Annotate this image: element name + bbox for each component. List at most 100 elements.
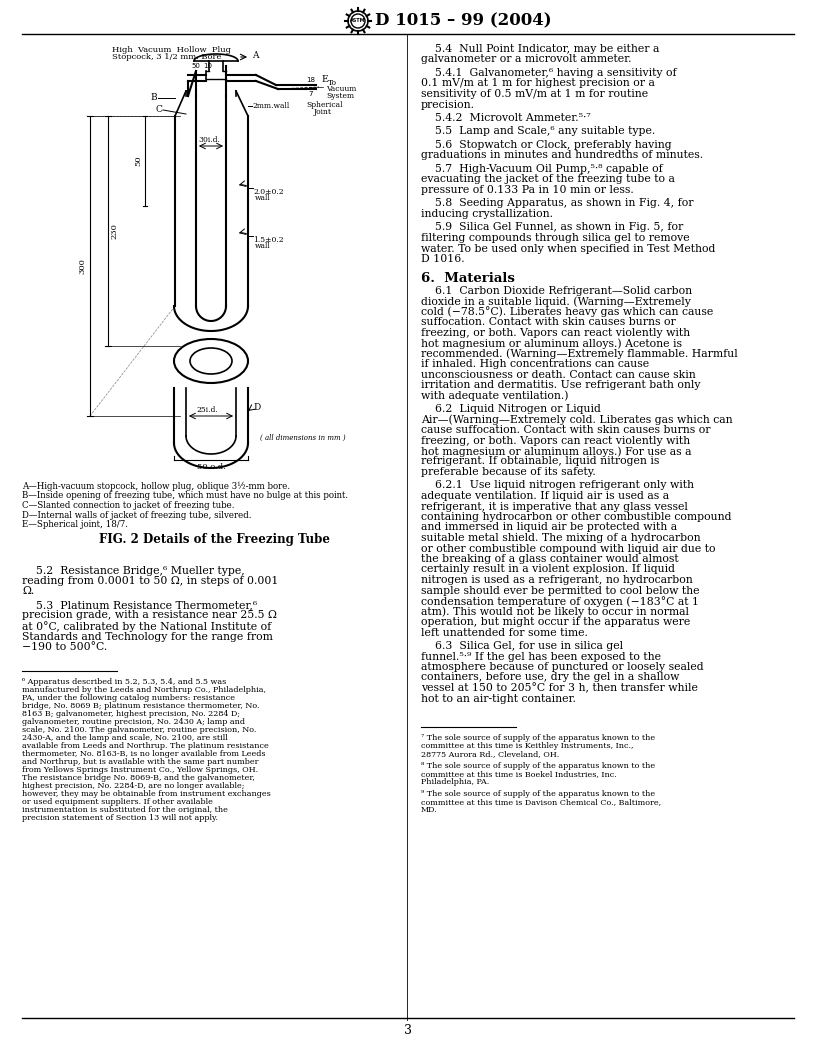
- Text: and Northrup, but is available with the same part number: and Northrup, but is available with the …: [22, 757, 259, 766]
- Text: 2.0±0.2: 2.0±0.2: [253, 188, 284, 196]
- Text: nitrogen is used as a refrigerant, no hydrocarbon: nitrogen is used as a refrigerant, no hy…: [421, 576, 693, 585]
- Text: unconsciousness or death. Contact can cause skin: unconsciousness or death. Contact can ca…: [421, 370, 696, 379]
- Text: B—Inside opening of freezing tube, which must have no bulge at this point.: B—Inside opening of freezing tube, which…: [22, 491, 348, 501]
- Text: and immersed in liquid air be protected with a: and immersed in liquid air be protected …: [421, 523, 677, 532]
- Text: FIG. 2 Details of the Freezing Tube: FIG. 2 Details of the Freezing Tube: [99, 533, 330, 547]
- Text: ⁹ The sole source of supply of the apparatus known to the: ⁹ The sole source of supply of the appar…: [421, 790, 655, 798]
- Text: 6.1  Carbon Dioxide Refrigerant—Solid carbon: 6.1 Carbon Dioxide Refrigerant—Solid car…: [421, 285, 692, 296]
- Text: precision.: precision.: [421, 99, 475, 110]
- Text: D: D: [253, 403, 260, 413]
- Text: recommended. (Warning—Extremely flammable. Harmful: recommended. (Warning—Extremely flammabl…: [421, 348, 738, 359]
- Text: PA, under the following catalog numbers: resistance: PA, under the following catalog numbers:…: [22, 694, 235, 701]
- Text: atm). This would not be likely to occur in normal: atm). This would not be likely to occur …: [421, 606, 689, 617]
- Text: committee at this time is Davison Chemical Co., Baltimore,: committee at this time is Davison Chemic…: [421, 798, 661, 806]
- Text: inducing crystallization.: inducing crystallization.: [421, 209, 553, 219]
- Text: left unattended for some time.: left unattended for some time.: [421, 627, 588, 638]
- Text: 5.6  Stopwatch or Clock, preferably having: 5.6 Stopwatch or Clock, preferably havin…: [421, 140, 672, 150]
- Text: 5.4.1  Galvanometer,⁶ having a sensitivity of: 5.4.1 Galvanometer,⁶ having a sensitivit…: [421, 68, 676, 78]
- Text: 7: 7: [308, 91, 313, 97]
- Text: water. To be used only when specified in Test Method: water. To be used only when specified in…: [421, 244, 716, 253]
- Text: A—High-vacuum stopcock, hollow plug, oblique 3½-mm bore.: A—High-vacuum stopcock, hollow plug, obl…: [22, 482, 290, 491]
- Text: containers, before use, dry the gel in a shallow: containers, before use, dry the gel in a…: [421, 673, 680, 682]
- Text: D 1016.: D 1016.: [421, 254, 464, 264]
- Text: or other combustible compound with liquid air due to: or other combustible compound with liqui…: [421, 544, 716, 553]
- Text: precision grade, with a resistance near 25.5 Ω: precision grade, with a resistance near …: [22, 610, 277, 621]
- Text: 28775 Aurora Rd., Cleveland, OH.: 28775 Aurora Rd., Cleveland, OH.: [421, 750, 559, 758]
- Text: E: E: [321, 75, 328, 83]
- Text: ( all dimensions in mm ): ( all dimensions in mm ): [260, 434, 346, 442]
- Text: 25i.d.: 25i.d.: [196, 406, 218, 414]
- Text: vessel at 150 to 205°C for 3 h, then transfer while: vessel at 150 to 205°C for 3 h, then tra…: [421, 683, 698, 694]
- Text: 50 o.d.: 50 o.d.: [197, 463, 225, 471]
- Text: ASTM: ASTM: [350, 19, 366, 23]
- Text: Joint: Joint: [314, 108, 332, 116]
- Text: condensation temperature of oxygen (−183°C at 1: condensation temperature of oxygen (−183…: [421, 596, 699, 607]
- Text: the breaking of a glass container would almost: the breaking of a glass container would …: [421, 554, 679, 564]
- Text: irritation and dermatitis. Use refrigerant bath only: irritation and dermatitis. Use refrigera…: [421, 380, 700, 390]
- Text: pressure of 0.133 Pa in 10 min or less.: pressure of 0.133 Pa in 10 min or less.: [421, 185, 634, 195]
- Text: galvanometer, routine precision, No. 2430 A; lamp and: galvanometer, routine precision, No. 243…: [22, 717, 245, 725]
- Text: 2430-A, and the lamp and scale, No. 2100, are still: 2430-A, and the lamp and scale, No. 2100…: [22, 734, 228, 741]
- Text: adequate ventilation. If liquid air is used as a: adequate ventilation. If liquid air is u…: [421, 491, 669, 501]
- Text: 300: 300: [78, 258, 86, 274]
- Text: 6.  Materials: 6. Materials: [421, 271, 515, 284]
- Text: The resistance bridge No. 8069-B, and the galvanometer,: The resistance bridge No. 8069-B, and th…: [22, 773, 255, 781]
- Text: wall: wall: [255, 242, 271, 250]
- Text: D—Internal walls of jacket of freezing tube, silvered.: D—Internal walls of jacket of freezing t…: [22, 510, 251, 520]
- Text: C—Slanted connection to jacket of freezing tube.: C—Slanted connection to jacket of freezi…: [22, 501, 234, 510]
- Text: refrigerant. If obtainable, liquid nitrogen is: refrigerant. If obtainable, liquid nitro…: [421, 456, 659, 467]
- Text: Air—(Warning—Extremely cold. Liberates gas which can: Air—(Warning—Extremely cold. Liberates g…: [421, 415, 733, 426]
- Text: ⁶ Apparatus described in 5.2, 5.3, 5.4, and 5.5 was: ⁶ Apparatus described in 5.2, 5.3, 5.4, …: [22, 678, 226, 685]
- Text: 5.2  Resistance Bridge,⁶ Mueller type,: 5.2 Resistance Bridge,⁶ Mueller type,: [22, 566, 245, 576]
- Text: 50: 50: [192, 63, 201, 69]
- Text: highest precision, No. 2284-D, are no longer available;: highest precision, No. 2284-D, are no lo…: [22, 781, 245, 790]
- Text: evacuating the jacket of the freezing tube to a: evacuating the jacket of the freezing tu…: [421, 174, 675, 185]
- Text: operation, but might occur if the apparatus were: operation, but might occur if the appara…: [421, 617, 690, 627]
- Text: freezing, or both. Vapors can react violently with: freezing, or both. Vapors can react viol…: [421, 327, 690, 338]
- Text: High  Vacuum  Hollow  Plug: High Vacuum Hollow Plug: [112, 46, 231, 54]
- Text: 6.2.1  Use liquid nitrogen refrigerant only with: 6.2.1 Use liquid nitrogen refrigerant on…: [421, 480, 694, 490]
- Text: 50: 50: [134, 155, 142, 166]
- Text: 5.7  High-Vacuum Oil Pump,⁵·⁸ capable of: 5.7 High-Vacuum Oil Pump,⁵·⁸ capable of: [421, 164, 663, 174]
- Text: 10: 10: [203, 63, 212, 69]
- Text: freezing, or both. Vapors can react violently with: freezing, or both. Vapors can react viol…: [421, 435, 690, 446]
- Text: 18: 18: [307, 77, 316, 83]
- Text: wall: wall: [255, 194, 271, 202]
- Text: 8163 B; galvanometer, highest precision, No. 2284 D;: 8163 B; galvanometer, highest precision,…: [22, 710, 240, 717]
- Text: Ω.: Ω.: [22, 586, 34, 597]
- Text: 1.5±0.2: 1.5±0.2: [253, 235, 284, 244]
- Text: 5.4.2  Microvolt Ammeter.⁵·⁷: 5.4.2 Microvolt Ammeter.⁵·⁷: [421, 113, 591, 122]
- Text: Stopcock, 3 1/2 mm. Bore: Stopcock, 3 1/2 mm. Bore: [112, 53, 221, 61]
- Text: cold (−78.5°C). Liberates heavy gas which can cause: cold (−78.5°C). Liberates heavy gas whic…: [421, 306, 713, 318]
- Text: graduations in minutes and hundredths of minutes.: graduations in minutes and hundredths of…: [421, 151, 703, 161]
- Text: precision statement of Section 13 will not apply.: precision statement of Section 13 will n…: [22, 813, 218, 822]
- Text: atmosphere because of punctured or loosely sealed: atmosphere because of punctured or loose…: [421, 662, 703, 672]
- Text: reading from 0.0001 to 50 Ω, in steps of 0.001: reading from 0.0001 to 50 Ω, in steps of…: [22, 576, 278, 586]
- Text: MD.: MD.: [421, 806, 437, 814]
- Text: however, they may be obtainable from instrument exchanges: however, they may be obtainable from ins…: [22, 790, 271, 797]
- Text: cause suffocation. Contact with skin causes burns or: cause suffocation. Contact with skin cau…: [421, 425, 711, 435]
- Text: 5.8  Seeding Apparatus, as shown in Fig. 4, for: 5.8 Seeding Apparatus, as shown in Fig. …: [421, 199, 694, 208]
- Text: instrumentation is substituted for the original, the: instrumentation is substituted for the o…: [22, 806, 228, 813]
- Text: scale, No. 2100. The galvanometer, routine precision, No.: scale, No. 2100. The galvanometer, routi…: [22, 725, 256, 734]
- Text: To: To: [328, 79, 337, 87]
- Text: bridge, No. 8069 B; platinum resistance thermometer, No.: bridge, No. 8069 B; platinum resistance …: [22, 701, 259, 710]
- Text: preferable because of its safety.: preferable because of its safety.: [421, 467, 596, 477]
- Text: hot magnesium or aluminum alloys.) Acetone is: hot magnesium or aluminum alloys.) Aceto…: [421, 338, 682, 348]
- Text: 230: 230: [110, 223, 118, 239]
- Text: A: A: [252, 52, 259, 60]
- Text: if inhaled. High concentrations can cause: if inhaled. High concentrations can caus…: [421, 359, 649, 369]
- Text: D 1015 – 99 (2004): D 1015 – 99 (2004): [375, 13, 552, 30]
- Text: containing hydrocarbon or other combustible compound: containing hydrocarbon or other combusti…: [421, 512, 731, 522]
- Text: ⁸ The sole source of supply of the apparatus known to the: ⁸ The sole source of supply of the appar…: [421, 762, 655, 770]
- Text: at 0°C, calibrated by the National Institute of: at 0°C, calibrated by the National Insti…: [22, 621, 271, 631]
- Text: Standards and Technology for the range from: Standards and Technology for the range f…: [22, 631, 273, 641]
- Text: galvanometer or a microvolt ammeter.: galvanometer or a microvolt ammeter.: [421, 55, 632, 64]
- Text: hot to an air-tight container.: hot to an air-tight container.: [421, 694, 576, 703]
- Text: with adequate ventilation.): with adequate ventilation.): [421, 391, 569, 401]
- Text: thermometer, No. 8163-B, is no longer available from Leeds: thermometer, No. 8163-B, is no longer av…: [22, 750, 265, 757]
- Text: committee at this time is Keithley Instruments, Inc.,: committee at this time is Keithley Instr…: [421, 742, 633, 750]
- Text: manufactured by the Leeds and Northrup Co., Philadelphia,: manufactured by the Leeds and Northrup C…: [22, 685, 266, 694]
- Text: filtering compounds through silica gel to remove: filtering compounds through silica gel t…: [421, 233, 690, 243]
- Text: System: System: [326, 92, 354, 100]
